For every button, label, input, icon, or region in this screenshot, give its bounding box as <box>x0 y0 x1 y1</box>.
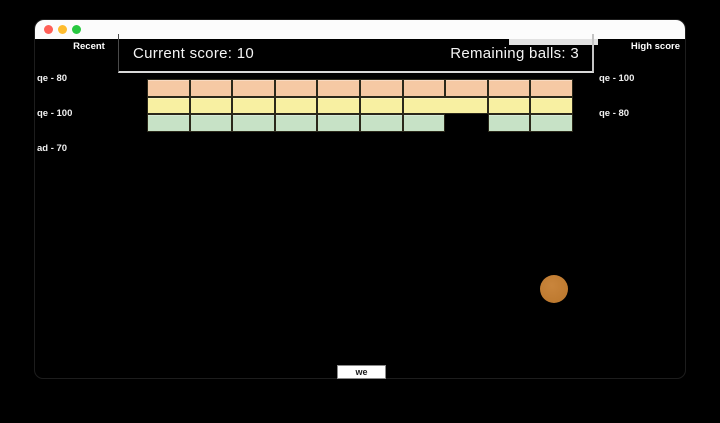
brick-field <box>147 79 573 132</box>
brick <box>317 96 360 114</box>
brick <box>274 114 318 132</box>
brick <box>147 114 190 132</box>
zoom-button[interactable] <box>72 25 81 34</box>
minimize-button[interactable] <box>58 25 67 34</box>
high-score-item: qe - 100 <box>599 73 635 84</box>
brick <box>232 96 275 114</box>
recent-title: Recent <box>73 41 105 52</box>
titlebar[interactable] <box>35 20 685 39</box>
brick <box>360 79 403 97</box>
hud: Current score: 10 Remaining balls: 3 <box>118 34 594 73</box>
brick <box>402 79 446 97</box>
brick <box>530 96 573 114</box>
titlebar-tab <box>509 39 598 45</box>
brick <box>232 79 275 97</box>
recent-score-list: qe - 80 qe - 100 ad - 70 <box>37 49 72 179</box>
brick <box>445 79 488 97</box>
brick <box>402 114 446 132</box>
brick <box>189 114 233 132</box>
brick <box>274 79 318 97</box>
brick <box>487 79 531 97</box>
brick <box>274 96 318 114</box>
game-window: Recent qe - 80 qe - 100 ad - 70 High sco… <box>34 19 686 379</box>
brick <box>530 114 573 132</box>
brick <box>232 114 275 132</box>
brick <box>189 96 233 114</box>
brick <box>317 114 360 132</box>
high-score-title: High score <box>630 41 680 52</box>
traffic-lights <box>44 25 81 34</box>
brick <box>147 79 190 97</box>
recent-score-item: qe - 80 <box>37 72 68 84</box>
brick <box>317 79 360 97</box>
brick <box>189 79 233 97</box>
paddle-label: we <box>355 367 368 377</box>
close-button[interactable] <box>44 25 53 34</box>
current-score-label: Current score: 10 <box>133 45 254 62</box>
brick <box>360 114 403 132</box>
brick <box>147 96 190 114</box>
remaining-balls-label: Remaining balls: 3 <box>450 45 579 62</box>
high-score-list: qe - 100 qe - 80 <box>599 50 634 142</box>
brick <box>487 96 531 114</box>
brick <box>360 96 403 114</box>
high-score-item: qe - 80 <box>599 107 630 119</box>
ball <box>540 275 568 303</box>
recent-score-item: ad - 70 <box>37 143 68 155</box>
brick <box>487 114 531 132</box>
brick <box>402 96 488 114</box>
brick <box>530 79 573 97</box>
paddle[interactable]: we <box>337 365 386 379</box>
recent-score-item: qe - 100 <box>37 107 73 119</box>
